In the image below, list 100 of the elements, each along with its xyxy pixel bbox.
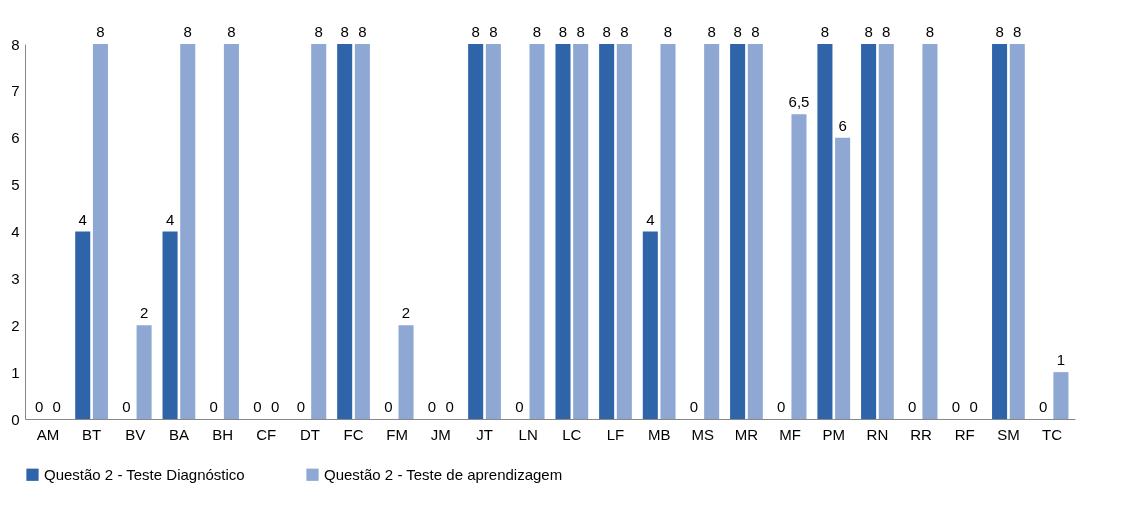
x-tick-label: JT — [476, 425, 493, 443]
bar — [704, 44, 720, 419]
x-tick-label: MB — [647, 425, 671, 443]
x-tick-label: FM — [386, 425, 409, 443]
bar — [398, 325, 414, 419]
bar — [354, 44, 370, 419]
data-label: 8 — [183, 23, 192, 40]
data-label: 0 — [777, 398, 786, 415]
data-label: 8 — [620, 23, 629, 40]
x-tick-label: RR — [910, 425, 933, 443]
x-tick-label: BA — [168, 425, 189, 443]
x-tick-label: LN — [518, 425, 538, 443]
y-tick-label: 7 — [11, 82, 20, 100]
bar — [616, 44, 632, 419]
bar — [1009, 44, 1025, 419]
bar — [817, 44, 833, 419]
bar — [136, 325, 152, 419]
data-label: 0 — [270, 398, 280, 415]
data-label: 8 — [602, 23, 611, 40]
y-tick-label: 5 — [11, 176, 20, 194]
data-label: 8 — [471, 23, 480, 40]
x-tick-label: JM — [430, 425, 451, 443]
x-tick-label: TC — [1042, 425, 1063, 443]
y-tick-label: 8 — [11, 35, 20, 53]
data-label: 6 — [838, 116, 847, 134]
x-tick-label: BV — [125, 425, 146, 443]
data-label: 0 — [122, 398, 131, 415]
bar — [573, 44, 589, 419]
bar — [223, 44, 239, 419]
x-tick-label: DT — [299, 425, 320, 443]
data-label: 0 — [689, 398, 699, 415]
bar — [162, 231, 178, 419]
data-label: 8 — [751, 23, 760, 40]
bar — [878, 44, 894, 419]
y-tick-label: 3 — [11, 269, 20, 287]
bar — [992, 44, 1008, 419]
data-label: 0 — [969, 398, 978, 415]
bar — [730, 44, 746, 419]
data-label: 0 — [253, 398, 262, 415]
bar — [791, 114, 807, 419]
data-label: 8 — [820, 23, 830, 40]
x-tick-label: BT — [81, 425, 102, 443]
x-tick-label: MR — [734, 425, 759, 443]
data-label: 8 — [558, 23, 568, 40]
data-label: 8 — [733, 23, 742, 40]
data-label: 0 — [296, 398, 306, 415]
data-label: 4 — [646, 210, 655, 228]
x-tick-label: MS — [691, 425, 715, 443]
data-label: 8 — [995, 23, 1004, 40]
data-label: 8 — [532, 23, 542, 40]
data-label: 0 — [908, 398, 917, 415]
data-label: 2 — [401, 304, 411, 322]
x-tick-label: AM — [36, 425, 60, 443]
bar — [92, 44, 108, 419]
data-label: 8 — [489, 23, 498, 40]
data-label: 8 — [227, 23, 236, 40]
x-tick-label: MF — [779, 425, 801, 443]
x-tick-label: SM — [997, 425, 1020, 443]
bar — [861, 44, 877, 419]
bar — [529, 44, 545, 419]
bar — [922, 44, 938, 419]
x-tick-label: RN — [866, 425, 889, 443]
x-tick-label: LF — [606, 425, 625, 443]
y-tick-label: 2 — [11, 316, 20, 334]
data-label: 8 — [663, 23, 673, 40]
bar — [555, 44, 571, 419]
bar — [337, 44, 353, 419]
legend-label: Questão 2 - Teste Diagnóstico — [44, 465, 245, 483]
x-tick-label: FC — [343, 425, 364, 443]
data-label: 8 — [707, 23, 716, 40]
data-label: 8 — [1013, 23, 1022, 40]
bar — [468, 44, 484, 419]
data-label: 8 — [882, 23, 891, 40]
bar — [642, 231, 658, 419]
data-label: 8 — [864, 23, 873, 40]
data-label: 0 — [515, 398, 524, 415]
x-tick-label: BH — [212, 425, 233, 443]
data-label: 8 — [358, 23, 367, 40]
data-label: 2 — [139, 304, 149, 322]
y-tick-label: 6 — [11, 129, 20, 147]
bar — [485, 44, 501, 419]
data-label: 4 — [78, 210, 87, 228]
x-tick-label: RF — [954, 425, 975, 443]
legend-label: Questão 2 - Teste de aprendizagem — [324, 465, 563, 483]
data-label: 0 — [384, 398, 393, 415]
bar — [660, 44, 676, 419]
data-label: 8 — [340, 23, 349, 40]
y-tick-label: 0 — [11, 410, 20, 428]
bar — [75, 231, 91, 419]
bar — [1053, 372, 1069, 419]
bar — [180, 44, 196, 419]
data-label: 0 — [951, 398, 961, 415]
data-label: 6,5 — [788, 93, 810, 111]
y-tick-label: 4 — [11, 223, 20, 240]
data-label: 0 — [52, 398, 61, 415]
data-label: 0 — [34, 398, 44, 415]
data-label: 0 — [1039, 398, 1048, 415]
y-tick-label: 1 — [11, 363, 20, 381]
x-tick-label: LC — [562, 425, 582, 443]
data-label: 8 — [96, 23, 105, 40]
